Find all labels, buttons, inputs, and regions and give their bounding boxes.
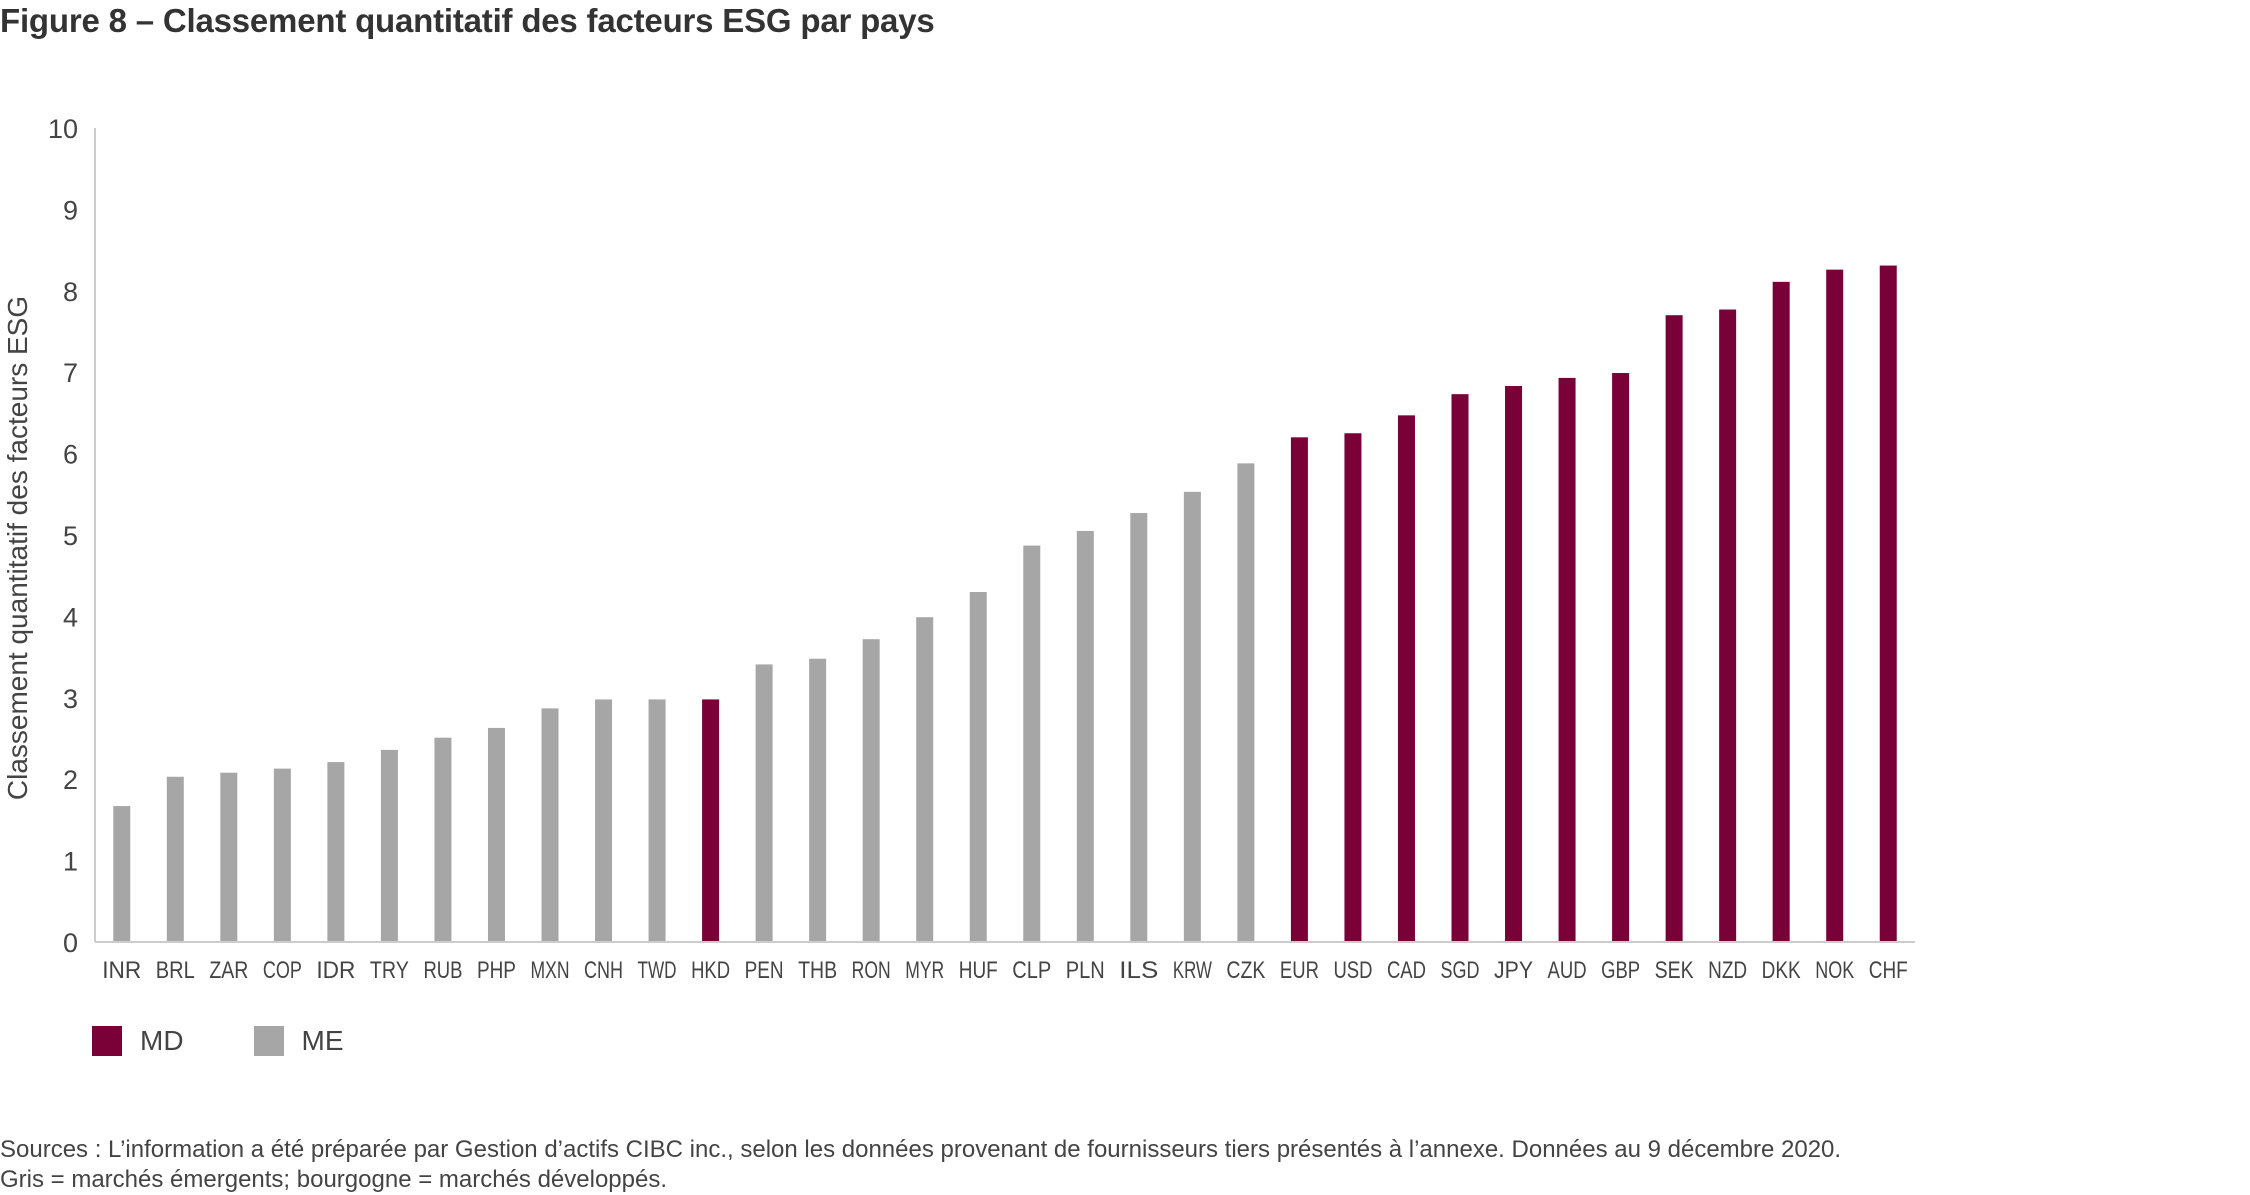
x-tick-label: MXN xyxy=(531,957,570,984)
legend-swatch-me xyxy=(253,1026,284,1056)
x-tick-label: NZD xyxy=(1708,957,1747,984)
y-tick-label: 3 xyxy=(63,684,78,714)
y-tick-label: 5 xyxy=(63,521,78,551)
y-tick-label: 2 xyxy=(63,765,78,795)
bar-sgd xyxy=(1451,394,1469,943)
x-tick-label: GBP xyxy=(1601,957,1640,984)
bar-pen xyxy=(755,664,773,942)
x-tick-label: AUD xyxy=(1548,957,1587,984)
legend-item-md: MD xyxy=(92,1025,184,1057)
y-axis-title: Classement quantitatif des facteurs ESG xyxy=(2,296,33,800)
x-tick-label: IDR xyxy=(316,957,355,984)
x-tick-label: USD xyxy=(1333,957,1372,984)
bar-hkd xyxy=(702,699,720,942)
sources-line: Sources : L’information a été préparée p… xyxy=(0,1136,1842,1163)
bar-huf xyxy=(969,591,987,942)
bar-krw xyxy=(1183,491,1201,942)
x-tick-label: CAD xyxy=(1387,957,1426,984)
legend-explanation-line: Gris = marchés émergents; bourgogne = ma… xyxy=(0,1166,668,1193)
x-tick-label: HKD xyxy=(691,957,730,984)
x-tick-label: CLP xyxy=(1012,957,1051,984)
bar-myr xyxy=(916,617,934,942)
bar-cnh xyxy=(595,699,613,942)
bar-mxn xyxy=(541,708,559,942)
x-tick-label: MYR xyxy=(905,957,944,984)
x-tick-label: TWD xyxy=(638,957,677,984)
bar-cop xyxy=(273,768,291,942)
legend-label-me: ME xyxy=(301,1025,344,1056)
x-tick-label: PLN xyxy=(1066,957,1105,984)
y-tick-label: 4 xyxy=(63,602,78,632)
bar-gbp xyxy=(1612,373,1630,942)
y-tick-label: 1 xyxy=(63,847,78,877)
x-tick-label: EUR xyxy=(1280,957,1319,984)
x-tick-label: SGD xyxy=(1441,957,1480,984)
bar-ils xyxy=(1130,513,1148,942)
bar-ron xyxy=(862,639,880,942)
bar-inr xyxy=(113,806,131,942)
y-tick-label: 6 xyxy=(63,440,78,470)
x-tick-label: TRY xyxy=(370,957,409,984)
bar-zar xyxy=(220,772,238,942)
x-tick-label: RON xyxy=(852,957,891,984)
x-tick-label: NOK xyxy=(1815,957,1854,984)
y-tick-label: 0 xyxy=(63,928,78,958)
bar-php xyxy=(487,727,505,942)
bar-brl xyxy=(166,776,184,942)
legend-label-md: MD xyxy=(140,1025,184,1056)
x-tick-label: ZAR xyxy=(209,957,248,984)
page-title: Figure 8 – Classement quantitatif des fa… xyxy=(0,2,935,39)
x-tick-label: INR xyxy=(102,957,141,984)
x-tick-label: COP xyxy=(263,957,302,984)
bar-aud xyxy=(1558,377,1576,942)
y-tick-label: 7 xyxy=(63,358,78,388)
x-axis-labels: INR BRL ZAR COP IDR TRY RUB PHP MXN CNH TWD HKD PEN T… xyxy=(102,957,1907,984)
x-tick-label: KRW xyxy=(1173,957,1212,984)
bar-usd xyxy=(1344,433,1362,942)
x-tick-label: ILS xyxy=(1119,957,1158,984)
x-tick-label: THB xyxy=(798,957,837,984)
bar-thb xyxy=(809,658,827,942)
bars xyxy=(113,265,1897,943)
bar-dkk xyxy=(1772,281,1790,942)
legend-item-me: ME xyxy=(253,1025,344,1057)
x-tick-label: PEN xyxy=(745,957,784,984)
x-tick-label: CHF xyxy=(1869,957,1908,984)
bar-cad xyxy=(1397,415,1415,942)
bar-rub xyxy=(434,737,452,942)
bar-nok xyxy=(1826,269,1844,942)
x-tick-label: HUF xyxy=(959,957,998,984)
y-tick-label: 8 xyxy=(63,277,78,307)
x-tick-label: PHP xyxy=(477,957,516,984)
bar-czk xyxy=(1237,463,1255,942)
bar-clp xyxy=(1023,545,1041,942)
x-tick-label: CZK xyxy=(1226,957,1265,984)
x-tick-label: RUB xyxy=(423,957,462,984)
bar-chart: 0 1 2 3 4 5 6 7 8 9 10 INR BRL ZAR COP IDR TRY RUB PHP MXN… xyxy=(2,114,1915,984)
bar-nzd xyxy=(1719,309,1737,943)
x-tick-label: JPY xyxy=(1494,957,1533,984)
y-tick-label: 9 xyxy=(63,195,78,225)
bar-idr xyxy=(327,762,345,942)
bar-eur xyxy=(1290,437,1308,942)
bar-sek xyxy=(1665,315,1683,943)
bar-try xyxy=(380,749,398,942)
y-axis-ticks: 0 1 2 3 4 5 6 7 8 9 10 xyxy=(48,114,78,958)
x-tick-label: BRL xyxy=(156,957,195,984)
x-tick-label: CNH xyxy=(584,957,623,984)
sources-note: Sources : L’information a été préparée p… xyxy=(0,1135,1841,1195)
legend: MD ME xyxy=(92,1025,414,1057)
bar-twd xyxy=(648,699,666,942)
x-tick-label: SEK xyxy=(1655,957,1694,984)
bar-jpy xyxy=(1505,386,1523,943)
legend-swatch-md xyxy=(92,1026,122,1056)
bar-pln xyxy=(1076,530,1094,942)
x-tick-label: DKK xyxy=(1762,957,1801,984)
y-tick-label: 10 xyxy=(48,114,78,144)
bar-chf xyxy=(1879,265,1897,942)
